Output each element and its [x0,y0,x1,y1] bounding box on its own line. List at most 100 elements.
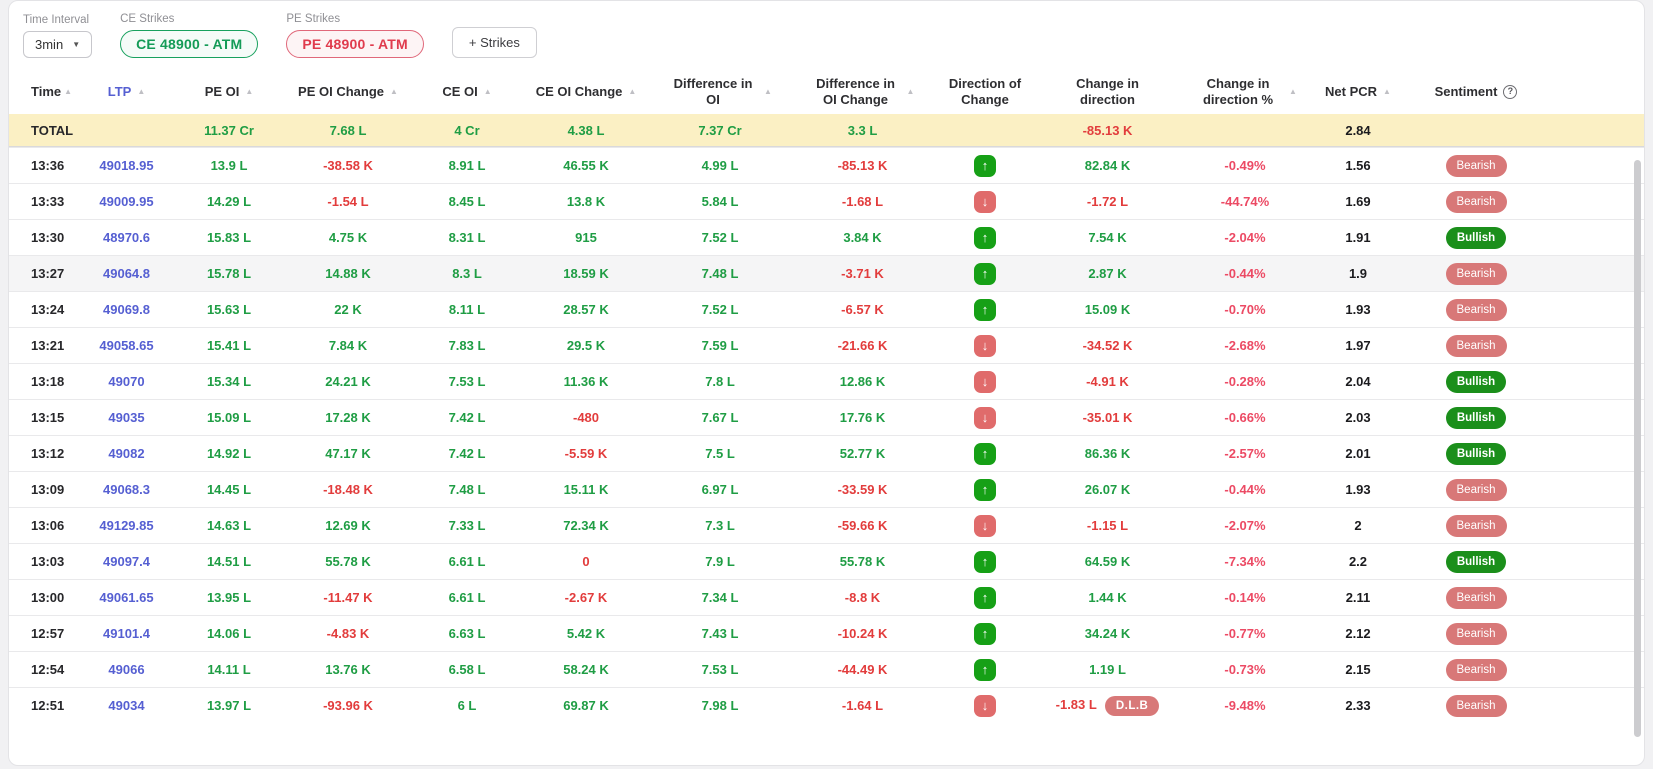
cell-value: -5.59 K [564,446,608,461]
cell-value: -93.96 K [323,698,373,713]
ce-oi-change-cell: -5.59 K [522,446,650,461]
cell-value: 4.38 L [567,122,605,138]
ce-oi-cell: 6.61 L [412,590,522,605]
ce-oi-change-cell: 18.59 K [522,266,650,281]
cell-value: 7.33 L [448,518,486,533]
time-cell: 13:21 [31,338,65,353]
ltp-cell[interactable]: 49082 [108,446,145,461]
cell-value: 7.59 L [701,338,739,353]
time-interval-dropdown[interactable]: 3min ▼ [23,31,93,58]
sort-icon[interactable]: ▲ [906,87,915,96]
sort-icon[interactable]: ▲ [390,87,398,96]
difference-in-oi-cell: 7.48 L [650,266,790,281]
sort-icon[interactable]: ▲ [64,87,73,96]
sentiment-cell: Bearish [1406,586,1546,609]
ce-oi-change-cell: 915 [522,230,650,245]
direction-up-icon: ↑ [974,586,996,609]
sentiment-badge: Bearish [1445,622,1507,645]
direction-of-change-cell: ↓ [935,406,1035,429]
pe-oi-change-cell: -1.54 L [284,194,412,209]
ltp-cell[interactable]: 49066 [108,662,145,677]
cell-value: -1.72 L [1086,194,1129,209]
ltp-cell[interactable]: 49058.65 [99,338,154,353]
cell-value: 7.3 L [705,518,735,533]
ltp-cell[interactable]: 49035 [108,410,145,425]
column-header-pe_oi[interactable]: PE OI ▲ [174,70,284,114]
cell-value: 7.83 L [448,338,486,353]
cell-value: 11.36 K [563,374,609,389]
column-header-diff_oi[interactable]: Difference in OI ▲ [650,70,790,114]
table-row: 13:15 49035 15.09 L 17.28 K 7.42 L -480 … [9,399,1644,435]
pe-strike-chip[interactable]: PE 48900 - ATM [286,30,424,58]
column-header-net_pcr[interactable]: Net PCR ▲ [1310,70,1406,114]
change-in-direction-cell: -1.15 L [1035,518,1180,533]
ltp-cell[interactable]: 49064.8 [103,266,150,281]
sentiment-cell: Bearish [1406,262,1546,285]
ltp-cell[interactable]: 49018.95 [99,158,154,173]
direction-of-change-cell: ↑ [935,154,1035,177]
column-header-ltp[interactable]: LTP ▲ [79,70,174,114]
cell-value: 55.78 K [839,554,886,569]
ce-strike-chip[interactable]: CE 48900 - ATM [120,30,259,58]
time-interval-value: 3min [35,37,64,52]
ltp-cell[interactable]: 49034 [108,698,145,713]
sort-icon[interactable]: ▲ [628,87,637,96]
sentiment-badge: Bearish [1445,478,1507,501]
cell-value: 14.06 L [206,626,252,641]
difference-in-oi-cell: 7.34 L [650,590,790,605]
time-cell: 13:33 [31,194,65,209]
ltp-cell[interactable]: 49097.4 [103,554,150,569]
ltp-cell[interactable]: 49070 [108,374,145,389]
sort-icon[interactable]: ▲ [1383,87,1391,96]
direction-up-icon: ↑ [974,622,996,645]
change-in-direction-pct-cell: -0.28% [1180,374,1310,389]
cell-value: 7.42 L [448,446,486,461]
ltp-cell[interactable]: 49068.3 [103,482,150,497]
vertical-scrollbar[interactable] [1634,160,1641,737]
change-in-direction-cell: -35.01 K [1035,410,1180,425]
sort-icon[interactable]: ▲ [483,87,492,96]
column-header-diff_oi_change[interactable]: Difference in OI Change ▲ [790,70,935,114]
time-cell: 13:12 [31,446,65,461]
pe-oi-cell: 13.9 L [174,158,284,173]
column-header-time[interactable]: Time ▲ [9,70,79,114]
sort-icon[interactable]: ▲ [764,87,772,96]
cell-value: 6.61 L [448,554,486,569]
table-row: 13:24 49069.8 15.63 L 22 K 8.11 L 28.57 … [9,291,1644,327]
cell-value: 22 K [334,302,362,317]
column-header-ce_oi_change[interactable]: CE OI Change ▲ [522,70,650,114]
sentiment-cell: Bullish [1406,406,1546,429]
sort-icon[interactable]: ▲ [1289,87,1297,96]
cell-value: 72.34 K [563,518,609,533]
add-strikes-button[interactable]: + Strikes [451,27,537,58]
direction-of-change-cell: ↑ [935,262,1035,285]
sort-icon[interactable]: ▲ [137,87,146,96]
table-row: 13:27 49064.8 15.78 L 14.88 K 8.3 L 18.5… [9,255,1644,291]
column-header-change_in_direction_pct[interactable]: Change in direction % ▲ [1180,70,1310,114]
pe-oi-cell: 13.95 L [174,590,284,605]
column-header-pe_oi_change[interactable]: PE OI Change ▲ [284,70,412,114]
help-icon[interactable]: ? [1503,85,1518,99]
cell-value: 7.34 L [701,590,739,605]
cell-value: 8.11 L [448,302,486,317]
column-header-change_in_direction: Change in direction [1035,70,1180,114]
column-header-ce_oi[interactable]: CE OI ▲ [412,70,522,114]
sort-icon[interactable]: ▲ [245,87,254,96]
cell-value: -33.59 K [837,482,888,497]
ltp-cell[interactable]: 49129.85 [99,518,154,533]
change-in-direction-pct-cell: -0.49% [1180,158,1310,173]
ltp-cell[interactable]: 49009.95 [99,194,154,209]
ltp-cell[interactable]: 49101.4 [103,626,150,641]
cell-value: -85.13 K [837,158,888,173]
net-pcr-cell: 2.84 [1345,122,1371,138]
ce-oi-cell: 8.31 L [412,230,522,245]
net-pcr-cell: 2.03 [1345,410,1371,425]
ltp-cell[interactable]: 48970.6 [103,230,150,245]
cell-value: -1.83 L [1055,696,1097,712]
cell-value: 34.24 K [1084,626,1131,641]
ltp-cell[interactable]: 49069.8 [103,302,150,317]
cell-value: 8.45 L [448,194,486,209]
column-header-label: PE OI [204,83,240,99]
net-pcr-cell: 2.15 [1345,662,1371,677]
ltp-cell[interactable]: 49061.65 [99,590,154,605]
